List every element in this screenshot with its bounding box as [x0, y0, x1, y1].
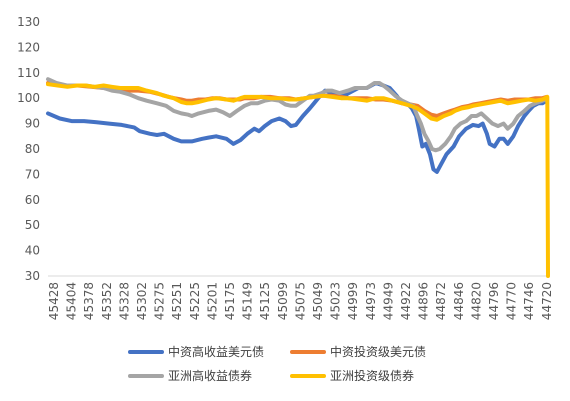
y-tick-label: 120 — [17, 40, 40, 54]
y-tick-label: 70 — [25, 167, 40, 181]
x-tick-label: 44999 — [346, 282, 360, 320]
y-tick-label: 50 — [25, 218, 40, 232]
x-axis-ticks: 45428 45404 45378 45352 45328 45302 45275 45251… — [47, 282, 554, 320]
legend-label: 亚洲投资级债券 — [330, 368, 414, 383]
y-tick-label: 100 — [17, 91, 40, 105]
x-tick-label: 44796 — [487, 282, 501, 320]
x-tick-label: 44770 — [505, 282, 519, 320]
x-tick-label: 45075 — [293, 282, 307, 320]
x-tick-label: 45149 — [241, 282, 255, 320]
x-tick-label: 45378 — [82, 282, 96, 320]
y-tick-label: 60 — [25, 193, 40, 207]
x-tick-label: 45428 — [47, 282, 61, 320]
series-lines — [46, 77, 550, 278]
y-tick-label: 130 — [17, 15, 40, 29]
x-tick-label: 45201 — [205, 282, 219, 320]
series-line-1 — [46, 81, 549, 174]
legend-label: 中资高收益美元债 — [168, 344, 264, 359]
x-tick-label: 45023 — [329, 282, 343, 320]
x-tick-label: 44872 — [434, 282, 448, 320]
legend-label: 中资投资级美元债 — [330, 344, 426, 359]
x-tick-label: 45225 — [188, 282, 202, 320]
x-tick-label: 44949 — [381, 282, 395, 320]
series-line-4 — [46, 82, 550, 278]
x-tick-label: 45404 — [65, 282, 79, 320]
y-tick-label: 80 — [25, 142, 40, 156]
x-tick-label: 44846 — [452, 282, 466, 320]
y-tick-label: 110 — [17, 66, 40, 80]
legend-label: 亚洲高收益债券 — [168, 368, 252, 383]
y-tick-label: 90 — [25, 117, 40, 131]
x-tick-label: 45175 — [223, 282, 237, 320]
x-tick-label: 44720 — [540, 282, 554, 320]
series-line-3 — [46, 77, 549, 153]
x-tick-label: 45328 — [117, 282, 131, 320]
x-tick-label: 45302 — [135, 282, 149, 320]
x-tick-label: 44820 — [469, 282, 483, 320]
x-tick-label: 44746 — [522, 282, 536, 320]
x-tick-label: 45099 — [276, 282, 290, 320]
y-tick-label: 40 — [25, 244, 40, 258]
x-tick-label: 44973 — [364, 282, 378, 320]
x-tick-label: 45352 — [100, 282, 114, 320]
y-axis-ticks: 30 40 50 60 70 80 90 100 110 120 130 — [17, 15, 40, 283]
x-tick-label: 45049 — [311, 282, 325, 320]
x-tick-label: 45251 — [170, 282, 184, 320]
x-tick-label: 45125 — [258, 282, 272, 320]
x-tick-label: 45275 — [153, 282, 167, 320]
x-tick-label: 44922 — [399, 282, 413, 320]
x-tick-label: 44896 — [417, 282, 431, 320]
y-tick-label: 30 — [25, 269, 40, 283]
